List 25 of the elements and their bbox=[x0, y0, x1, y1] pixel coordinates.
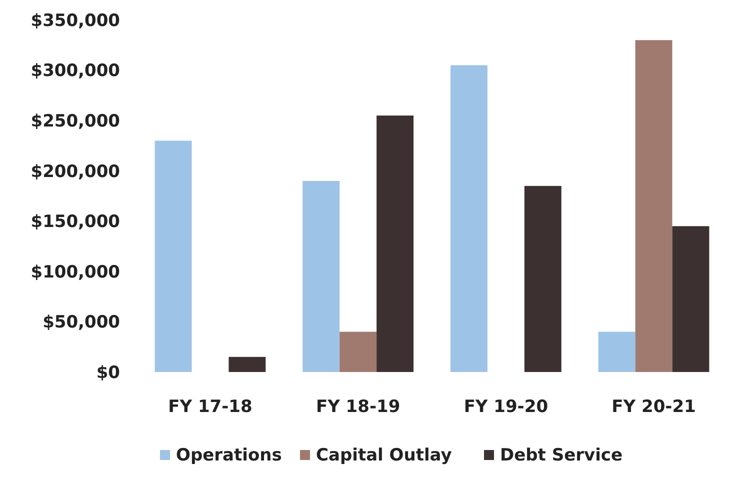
bar bbox=[376, 116, 414, 372]
legend-label: Operations bbox=[176, 445, 282, 466]
bar bbox=[302, 180, 340, 372]
y-tick-label: $100,000 bbox=[30, 262, 120, 282]
y-tick-label: $350,000 bbox=[30, 10, 120, 31]
y-tick-label: $0 bbox=[96, 362, 120, 383]
bar bbox=[635, 40, 672, 372]
y-tick-label: $200,000 bbox=[30, 162, 120, 182]
legend-label: Debt Service bbox=[500, 445, 623, 466]
y-tick-label: $150,000 bbox=[30, 212, 120, 232]
y-tick-label: $50,000 bbox=[42, 312, 120, 333]
x-tick-label: FY 20-21 bbox=[612, 397, 696, 417]
bar bbox=[672, 226, 710, 372]
x-tick-label: FY 18-19 bbox=[316, 397, 400, 417]
bar bbox=[598, 332, 636, 372]
bar bbox=[340, 332, 377, 372]
x-tick-label: FY 17-18 bbox=[168, 397, 252, 417]
y-tick-label: $250,000 bbox=[30, 112, 120, 132]
bar bbox=[450, 65, 488, 372]
bar bbox=[154, 140, 192, 372]
y-tick-label: $300,000 bbox=[30, 61, 120, 82]
bar bbox=[524, 186, 562, 372]
bar bbox=[228, 356, 266, 372]
legend-label: Capital Outlay bbox=[316, 445, 452, 466]
x-tick-label: FY 19-20 bbox=[464, 397, 548, 417]
